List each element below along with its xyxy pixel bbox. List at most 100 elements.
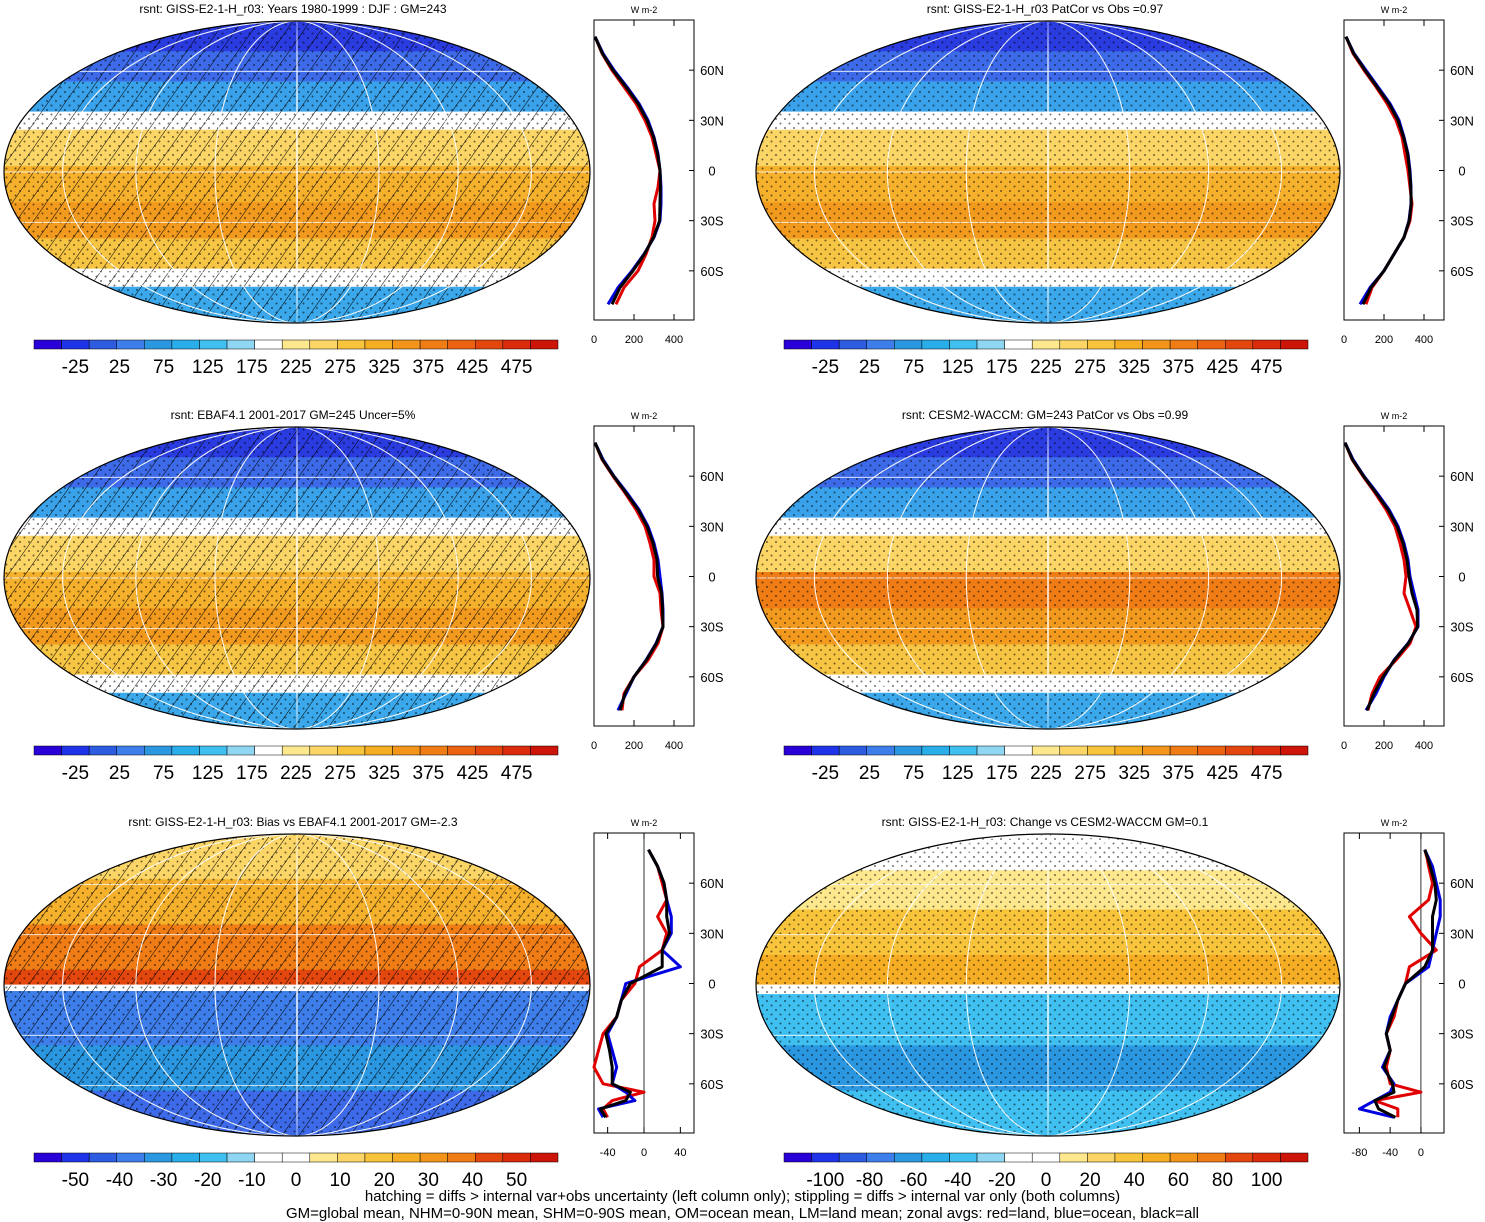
graticule-meridian	[296, 427, 298, 729]
panel-1: rsnt: GISS-E2-1-H_r03: Years 1980-1999 :…	[3, 2, 724, 378]
colorbar-label: 425	[457, 763, 489, 784]
colorbar-swatch	[1031, 339, 1061, 350]
map-outline	[755, 833, 1341, 1137]
colorbar-swatch	[254, 745, 283, 756]
colorbar-swatch	[199, 1152, 228, 1163]
zonal-x-label: -40	[1382, 1147, 1398, 1159]
colorbar-swatch	[281, 745, 311, 756]
colorbar-swatch	[1087, 339, 1116, 350]
colorbar-swatch	[921, 339, 950, 350]
colorbar-swatch	[1004, 745, 1033, 756]
colorbar-swatch	[392, 745, 421, 756]
colorbar-label: 125	[192, 357, 224, 378]
colorbar-label: -30	[150, 1170, 177, 1191]
zonal-lat-label: 30N	[1450, 113, 1474, 128]
map-outline	[3, 833, 591, 1137]
colorbar-label: 40	[462, 1170, 483, 1191]
zonal-lat-label: 60S	[700, 264, 723, 279]
footer-note-1: hatching = diffs > internal var+obs unce…	[364, 1188, 1121, 1205]
colorbar-swatch	[1142, 339, 1171, 350]
zonal-line-land	[593, 442, 665, 711]
graticule-meridian	[886, 427, 1210, 729]
colorbar-swatch	[116, 1152, 145, 1163]
colorbar-label: 325	[1118, 763, 1150, 784]
zonal-lat-label: 30S	[700, 1027, 723, 1042]
colorbar-swatch	[1225, 1152, 1254, 1163]
colorbar-swatch	[1142, 1152, 1171, 1163]
zonal-line-land	[1343, 442, 1418, 711]
colorbar-swatch	[88, 745, 117, 756]
map-region	[4, 427, 590, 729]
colorbar-swatch	[1004, 1152, 1033, 1163]
colorbar-swatch	[337, 745, 366, 756]
colorbar-swatch	[392, 1152, 421, 1163]
colorbar-label: -25	[812, 357, 839, 378]
colorbar-swatch	[783, 1152, 812, 1163]
colorbar-swatch	[502, 1152, 531, 1163]
map-region	[756, 427, 1340, 729]
colorbar-swatch	[811, 1152, 840, 1163]
colorbar-swatch	[199, 745, 228, 756]
zonal-lat-label: 30S	[1450, 1027, 1473, 1042]
zonal-x-label: 200	[1375, 740, 1393, 752]
panel-title: rsnt: GISS-E2-1-H_r03 PatCor vs Obs =0.9…	[927, 2, 1164, 16]
colorbar-swatch	[419, 339, 448, 350]
colorbar-label: 40	[1124, 1170, 1145, 1191]
zonal-x-label: 200	[625, 334, 643, 346]
zonal-lat-label: 30N	[1450, 519, 1474, 534]
colorbar-swatch	[530, 339, 559, 350]
zonal-unit-label: W m-2	[631, 818, 658, 828]
zonal-x-label: 400	[665, 334, 683, 346]
zonal-lat-label: 30S	[700, 214, 723, 229]
colorbar-swatch	[1059, 339, 1088, 350]
colorbar-swatch	[144, 745, 173, 756]
colorbar-swatch	[116, 339, 145, 350]
colorbar-swatch	[1087, 1152, 1116, 1163]
colorbar-label: -20	[194, 1170, 221, 1191]
zonal-x-label: 400	[1415, 334, 1433, 346]
zonal-lat-label: 60N	[700, 469, 724, 484]
colorbar-swatch	[419, 1152, 448, 1163]
colorbar-label: 20	[1080, 1170, 1101, 1191]
colorbar-swatch	[447, 339, 476, 350]
colorbar-swatch	[894, 745, 923, 756]
zonal-lat-label: 30S	[1450, 214, 1473, 229]
map-outline	[3, 20, 591, 324]
colorbar-swatch	[949, 1152, 978, 1163]
zonal-line-all	[598, 848, 671, 1119]
zonal-lat-label: 30S	[700, 620, 723, 635]
colorbar-label: 75	[153, 357, 174, 378]
colorbar-swatch	[1114, 1152, 1143, 1163]
zonal-line-all	[1344, 36, 1413, 305]
colorbar-swatch	[364, 339, 393, 350]
colorbar-label: 75	[903, 357, 924, 378]
colorbar-label: 225	[1030, 763, 1062, 784]
colorbar-label: 125	[192, 763, 224, 784]
colorbar-swatch	[502, 745, 531, 756]
colorbar-swatch	[61, 1152, 90, 1163]
colorbar-swatch	[475, 745, 504, 756]
colorbar-label: 325	[1118, 357, 1150, 378]
zonal-line-ocean	[593, 36, 663, 306]
colorbar-swatch	[1059, 1152, 1088, 1163]
map-outline	[755, 20, 1341, 324]
colorbar-swatch	[33, 745, 62, 756]
footer-note-2: GM=global mean, NHM=0-90N mean, SHM=0-90…	[285, 1205, 1199, 1222]
zonal-unit-label: W m-2	[1381, 411, 1408, 421]
colorbar-swatch	[254, 339, 283, 350]
map-region	[4, 834, 590, 1136]
colorbar-swatch	[1031, 745, 1061, 756]
colorbar-swatch	[171, 1152, 200, 1163]
map-outline	[755, 426, 1341, 730]
colorbar-label: 75	[903, 763, 924, 784]
colorbar-swatch	[171, 745, 200, 756]
colorbar-label: 75	[153, 763, 174, 784]
zonal-line-all	[1373, 849, 1438, 1119]
colorbar-label: 475	[501, 763, 533, 784]
colorbar-swatch	[88, 1152, 117, 1163]
colorbar-swatch	[530, 745, 559, 756]
zonal-lat-label: 0	[708, 570, 715, 585]
graticule-meridian	[135, 427, 459, 729]
colorbar-swatch	[392, 339, 421, 350]
